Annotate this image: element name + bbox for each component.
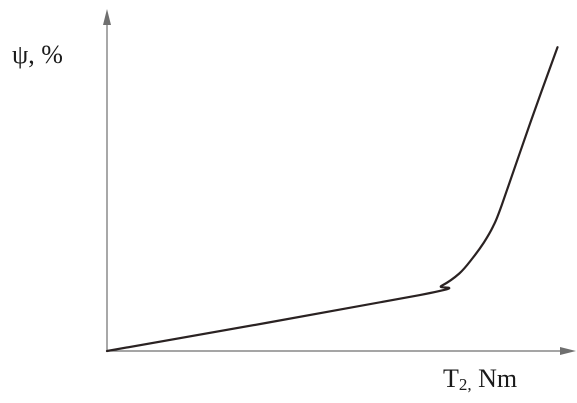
series-layer [105, 46, 559, 353]
x-axis-arrow [560, 347, 576, 355]
x-axis-label-main: T [443, 364, 459, 393]
y-axis-label: ψ, % [12, 40, 63, 69]
x-axis-label: T2, Nm [443, 364, 517, 395]
axes [103, 9, 576, 355]
series-line-0 [105, 46, 559, 353]
x-axis-label-subscript: 2, [458, 375, 472, 394]
y-axis-arrow [103, 9, 111, 25]
x-axis-label-unit: Nm [471, 364, 518, 393]
